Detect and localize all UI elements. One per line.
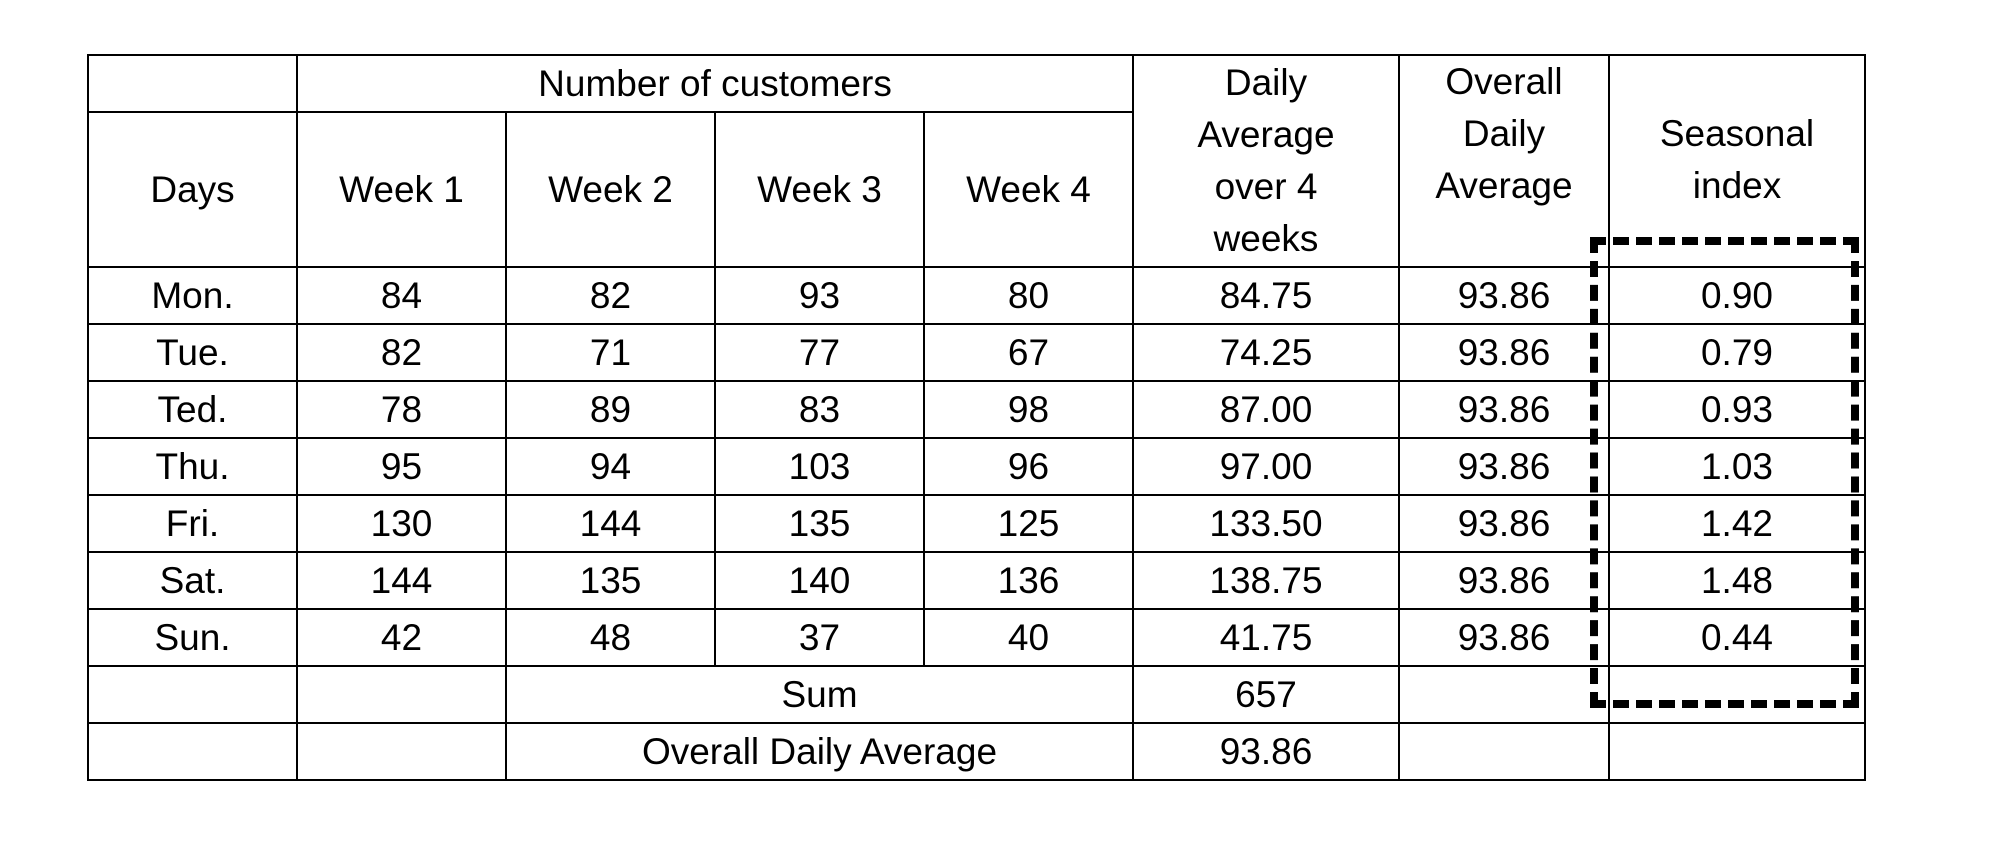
week-4-cell: 136 — [923, 551, 1134, 610]
overall-average-cell: 93.86 — [1398, 323, 1610, 382]
table-row: Ted. 78 89 83 98 87.00 93.86 0.93 — [87, 380, 1866, 439]
week-4-cell: 80 — [923, 266, 1134, 325]
overall-daily-average-label: Overall Daily Average — [505, 722, 1134, 781]
seasonal-index-table: Number of customers Daily Average over 4… — [87, 54, 1866, 781]
seasonal-index-cell: 1.48 — [1608, 551, 1866, 610]
empty-cell — [87, 665, 298, 724]
table-row: Thu. 95 94 103 96 97.00 93.86 1.03 — [87, 437, 1866, 496]
daily-average-header-line: Daily — [1224, 62, 1308, 103]
week-1-cell: 144 — [296, 551, 507, 610]
overall-daily-average-header: Overall Daily Average — [1398, 54, 1610, 268]
overall-average-header-line: Average — [1435, 165, 1573, 206]
day-cell: Fri. — [87, 494, 298, 553]
week-3-cell: 83 — [714, 380, 925, 439]
week-2-header: Week 2 — [505, 111, 716, 268]
number-of-customers-header: Number of customers — [296, 54, 1134, 113]
week-2-cell: 94 — [505, 437, 716, 496]
week-3-cell: 37 — [714, 608, 925, 667]
week-1-cell: 42 — [296, 608, 507, 667]
empty-cell — [1398, 665, 1610, 724]
overall-average-header-line: Daily — [1462, 113, 1546, 154]
seasonal-index-cell: 0.93 — [1608, 380, 1866, 439]
overall-average-cell: 93.86 — [1398, 266, 1610, 325]
week-4-header: Week 4 — [923, 111, 1134, 268]
week-3-cell: 103 — [714, 437, 925, 496]
week-2-cell: 71 — [505, 323, 716, 382]
daily-average-cell: 97.00 — [1132, 437, 1400, 496]
header-blank-cell — [87, 54, 298, 113]
day-cell: Mon. — [87, 266, 298, 325]
day-cell: Sat. — [87, 551, 298, 610]
week-4-cell: 40 — [923, 608, 1134, 667]
week-3-cell: 77 — [714, 323, 925, 382]
seasonal-index-header-line: index — [1692, 165, 1782, 206]
day-cell: Ted. — [87, 380, 298, 439]
empty-cell — [1608, 665, 1866, 724]
daily-average-header: Daily Average over 4 weeks — [1132, 54, 1400, 268]
day-cell: Sun. — [87, 608, 298, 667]
overall-average-cell: 93.86 — [1398, 380, 1610, 439]
seasonal-index-cell: 1.03 — [1608, 437, 1866, 496]
sum-row: Sum 657 — [87, 665, 1866, 724]
table-row: Tue. 82 71 77 67 74.25 93.86 0.79 — [87, 323, 1866, 382]
seasonal-index-header-line: Seasonal — [1659, 113, 1815, 154]
week-4-cell: 67 — [923, 323, 1134, 382]
day-cell: Tue. — [87, 323, 298, 382]
seasonal-index-header: Seasonal index — [1608, 54, 1866, 268]
table-row: Sun. 42 48 37 40 41.75 93.86 0.44 — [87, 608, 1866, 667]
seasonal-index-cell: 1.42 — [1608, 494, 1866, 553]
overall-average-cell: 93.86 — [1398, 551, 1610, 610]
day-cell: Thu. — [87, 437, 298, 496]
days-header: Days — [87, 111, 298, 268]
daily-average-header-line: weeks — [1213, 218, 1319, 259]
daily-average-cell: 74.25 — [1132, 323, 1400, 382]
seasonal-index-cell: 0.79 — [1608, 323, 1866, 382]
table-row: Mon. 84 82 93 80 84.75 93.86 0.90 — [87, 266, 1866, 325]
seasonal-index-cell: 0.90 — [1608, 266, 1866, 325]
empty-cell — [1398, 722, 1610, 781]
week-2-cell: 89 — [505, 380, 716, 439]
daily-average-header-line: Average — [1197, 114, 1335, 155]
week-2-cell: 144 — [505, 494, 716, 553]
sum-label: Sum — [505, 665, 1134, 724]
daily-average-cell: 133.50 — [1132, 494, 1400, 553]
week-3-header: Week 3 — [714, 111, 925, 268]
empty-cell — [296, 665, 507, 724]
overall-average-header-line: Overall — [1445, 61, 1563, 102]
empty-cell — [87, 722, 298, 781]
week-2-cell: 135 — [505, 551, 716, 610]
daily-average-header-line: over 4 — [1214, 166, 1318, 207]
daily-average-cell: 138.75 — [1132, 551, 1400, 610]
daily-average-cell: 84.75 — [1132, 266, 1400, 325]
week-3-cell: 140 — [714, 551, 925, 610]
week-1-cell: 82 — [296, 323, 507, 382]
week-4-cell: 125 — [923, 494, 1134, 553]
week-2-cell: 48 — [505, 608, 716, 667]
daily-average-cell: 41.75 — [1132, 608, 1400, 667]
table-row: Sat. 144 135 140 136 138.75 93.86 1.48 — [87, 551, 1866, 610]
sum-value: 657 — [1132, 665, 1400, 724]
week-1-header: Week 1 — [296, 111, 507, 268]
week-4-cell: 96 — [923, 437, 1134, 496]
daily-average-cell: 87.00 — [1132, 380, 1400, 439]
week-2-cell: 82 — [505, 266, 716, 325]
empty-cell — [296, 722, 507, 781]
overall-average-cell: 93.86 — [1398, 494, 1610, 553]
week-1-cell: 95 — [296, 437, 507, 496]
empty-cell — [1608, 722, 1866, 781]
week-1-cell: 130 — [296, 494, 507, 553]
overall-average-cell: 93.86 — [1398, 437, 1610, 496]
overall-daily-average-value: 93.86 — [1132, 722, 1400, 781]
week-4-cell: 98 — [923, 380, 1134, 439]
week-1-cell: 78 — [296, 380, 507, 439]
overall-average-cell: 93.86 — [1398, 608, 1610, 667]
overall-average-row: Overall Daily Average 93.86 — [87, 722, 1866, 781]
table-row: Fri. 130 144 135 125 133.50 93.86 1.42 — [87, 494, 1866, 553]
week-3-cell: 135 — [714, 494, 925, 553]
week-3-cell: 93 — [714, 266, 925, 325]
seasonal-index-cell: 0.44 — [1608, 608, 1866, 667]
week-1-cell: 84 — [296, 266, 507, 325]
